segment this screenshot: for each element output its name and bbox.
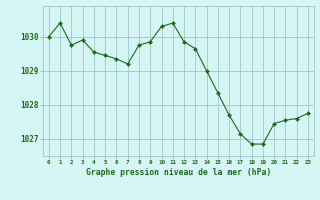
X-axis label: Graphe pression niveau de la mer (hPa): Graphe pression niveau de la mer (hPa) <box>86 168 271 177</box>
